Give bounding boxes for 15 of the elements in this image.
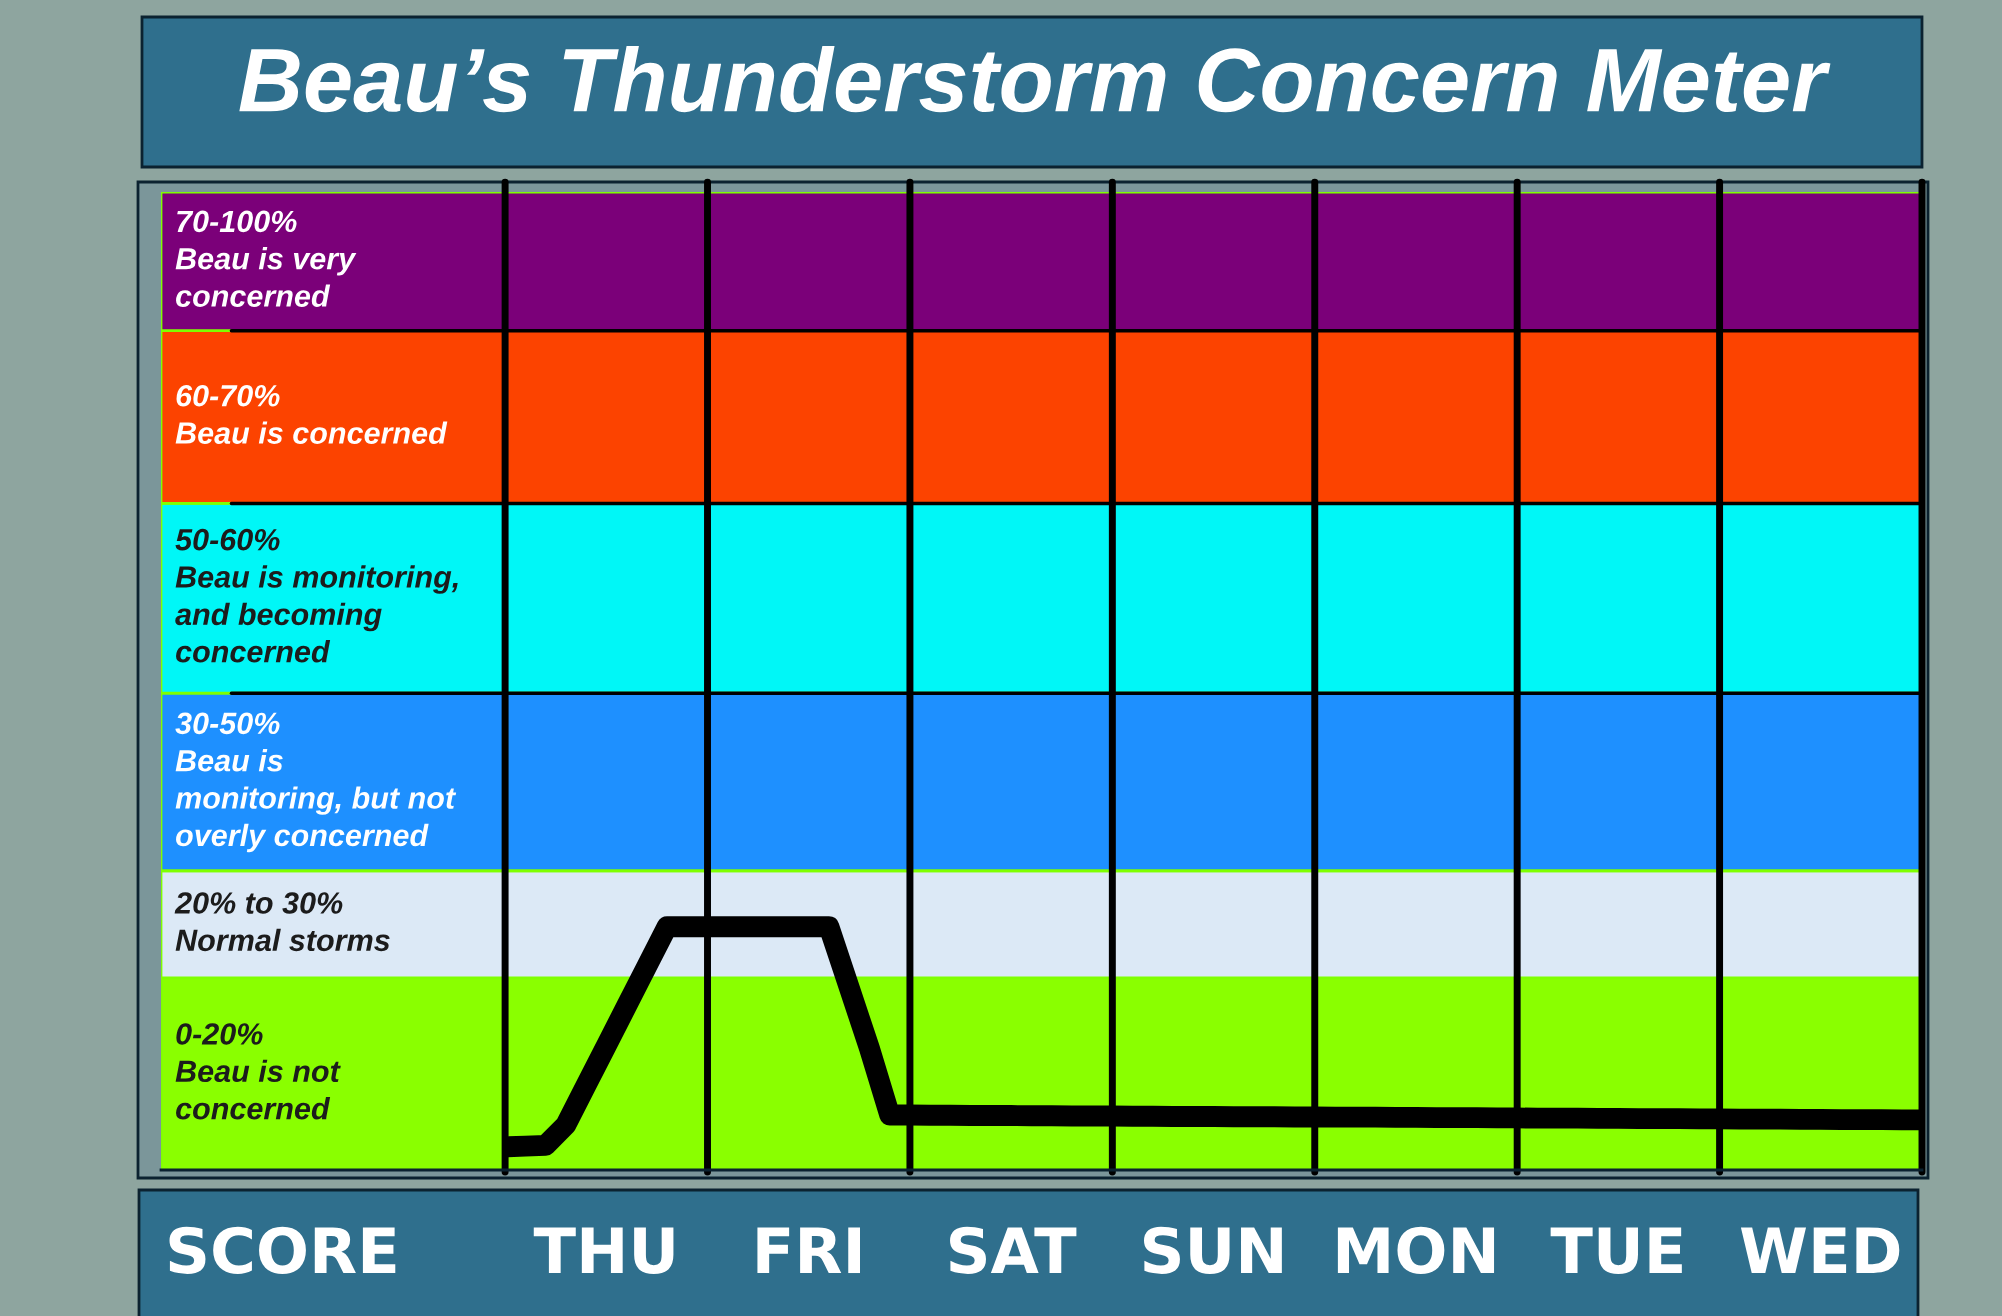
band-label: 0-20% Beau is not concerned: [175, 1023, 341, 1120]
chart-title: Beau’s Thunderstorm Concern Meter: [239, 45, 1831, 113]
x-tick-label: FRI: [757, 1227, 860, 1274]
x-tick-label: SUN: [1144, 1226, 1282, 1274]
band-label: 20% to 30% Normal storms: [174, 892, 390, 952]
x-tick-label: SCORE: [169, 1226, 396, 1274]
band-label: 30-50% Beau is monitoring, but not overly concerned: [175, 712, 457, 853]
x-tick-label: SAT: [950, 1226, 1077, 1274]
band-label: 70-100% Beau is very concerned: [175, 210, 357, 307]
band-label: 60-70% Beau is concerned: [175, 384, 448, 444]
x-tick-label: WED: [1740, 1227, 1900, 1274]
x-tick-label: MON: [1337, 1226, 1495, 1274]
x-tick-label: TUE: [1550, 1227, 1682, 1274]
x-tick-label: THU: [533, 1227, 674, 1274]
band-label: 50-60% Beau is monitoring, and becoming concerned: [175, 528, 458, 663]
